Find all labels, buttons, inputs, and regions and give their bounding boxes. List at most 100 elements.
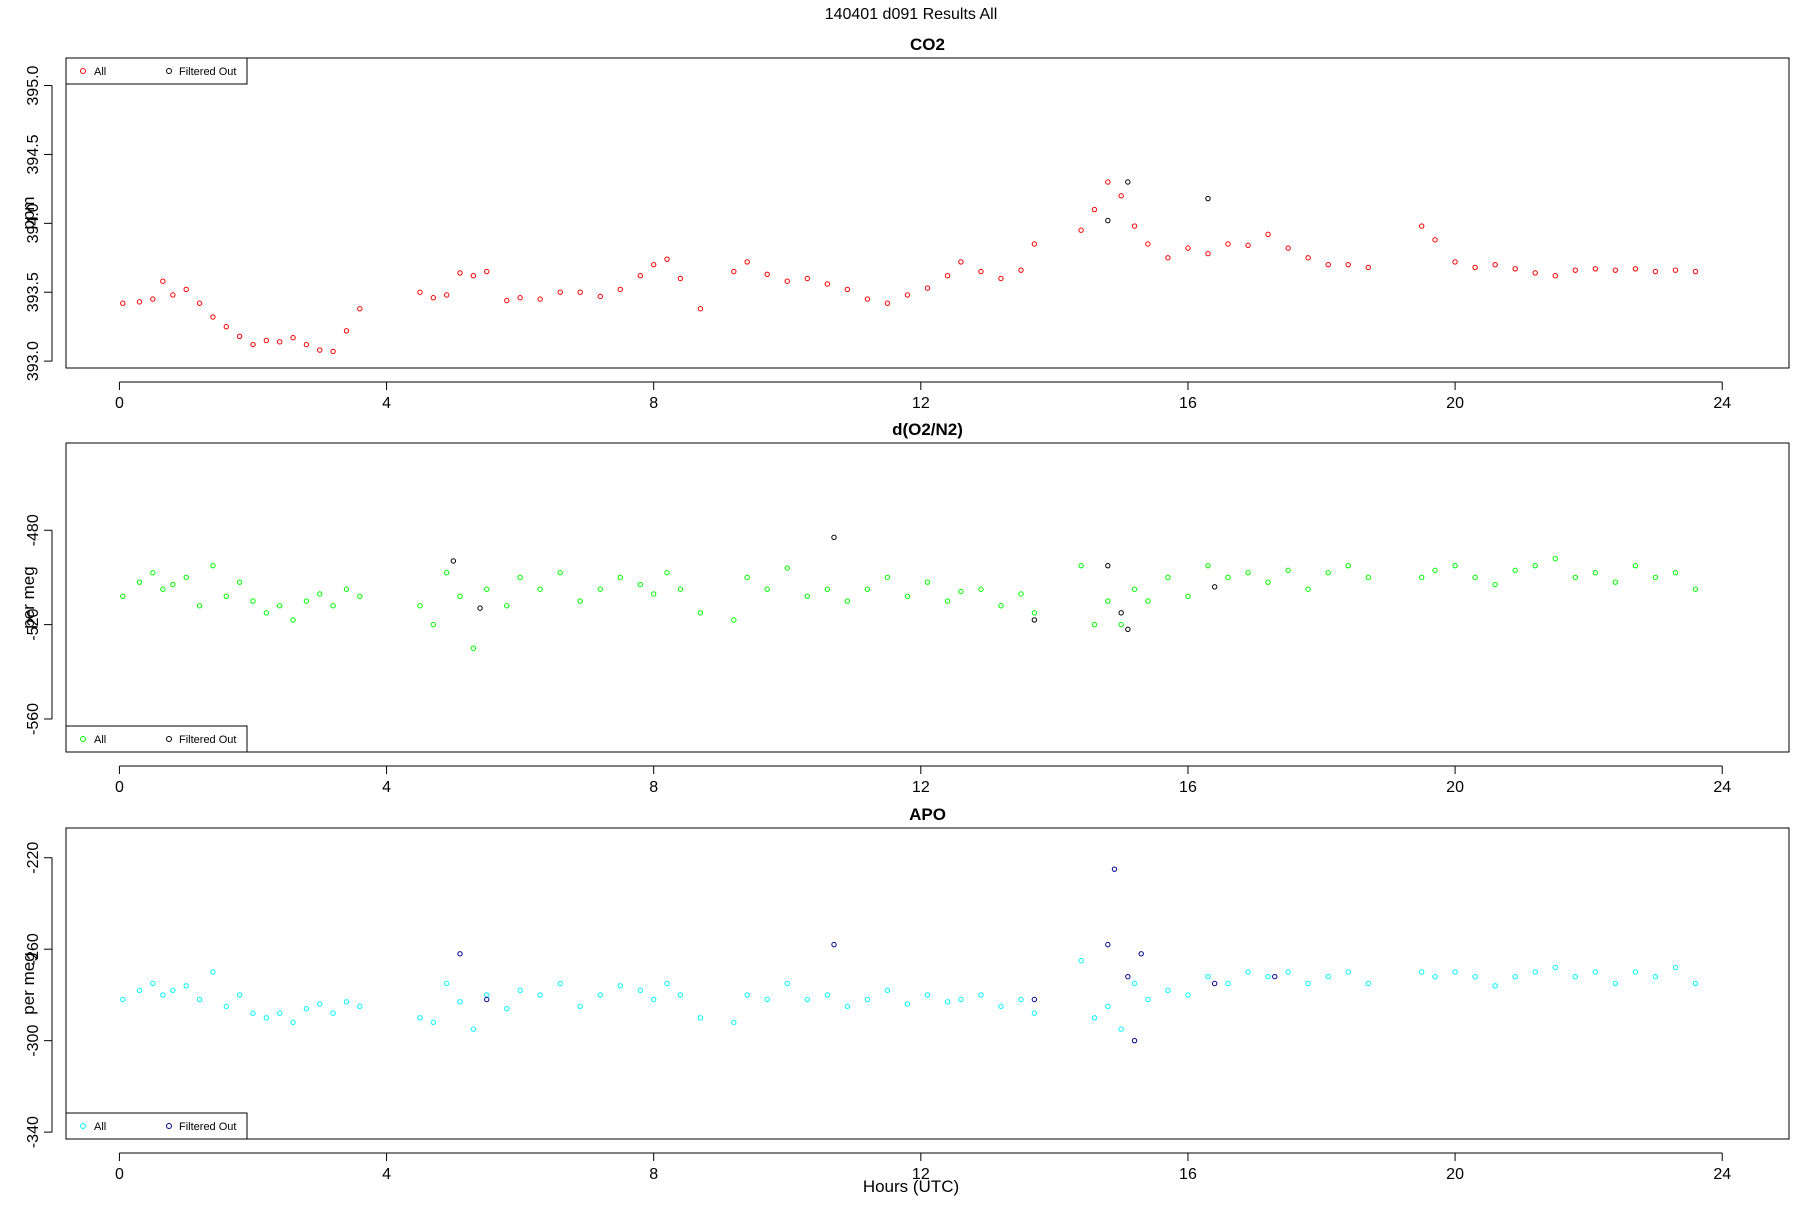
data-point — [537, 296, 543, 302]
data-point — [303, 341, 310, 348]
data-point — [170, 581, 176, 588]
data-point — [697, 306, 704, 312]
data-point — [277, 603, 283, 609]
data-point — [210, 314, 216, 320]
data-point — [330, 348, 336, 355]
data-point — [150, 570, 156, 576]
data-point — [417, 289, 423, 295]
y-axis-label: per meg — [19, 952, 38, 1014]
data-point — [470, 272, 477, 279]
data-point — [303, 598, 310, 604]
data-point — [357, 593, 363, 600]
data-point — [1185, 593, 1191, 600]
data-point — [343, 586, 350, 592]
y-axis-label: per meg — [19, 566, 38, 628]
data-point — [457, 593, 463, 600]
data-point — [784, 278, 790, 284]
data-point — [1672, 964, 1679, 971]
filtered-point — [1131, 1037, 1138, 1044]
data-point — [1532, 270, 1538, 276]
data-point — [170, 292, 176, 298]
x-tick-label: 24 — [1713, 1166, 1731, 1183]
data-point — [443, 292, 450, 298]
data-point — [637, 987, 644, 994]
data-point — [597, 992, 603, 998]
data-point — [864, 586, 871, 592]
data-point — [1652, 973, 1659, 980]
data-point — [1672, 267, 1679, 273]
data-point — [1572, 973, 1578, 980]
data-point — [263, 610, 270, 616]
data-point — [183, 574, 189, 581]
data-point — [263, 1015, 270, 1021]
data-point — [844, 598, 851, 604]
x-tick-label: 8 — [649, 395, 658, 412]
data-point — [1692, 268, 1699, 275]
x-tick-label: 4 — [382, 395, 391, 412]
data-point — [697, 610, 704, 616]
legend-label-filtered: Filtered Out — [179, 734, 236, 746]
data-point — [577, 289, 583, 295]
data-point — [978, 586, 984, 592]
data-point — [731, 268, 737, 275]
filtered-point — [831, 534, 837, 541]
data-point — [617, 574, 623, 581]
data-point — [1165, 255, 1171, 261]
data-point — [484, 586, 490, 592]
y-tick-label: 393.0 — [25, 341, 42, 381]
data-point — [664, 980, 670, 987]
data-point — [1285, 567, 1291, 574]
data-point — [650, 261, 657, 268]
data-point — [1612, 267, 1619, 273]
y-tick-label: -340 — [25, 1116, 42, 1148]
data-point — [1452, 259, 1458, 265]
data-point — [764, 586, 770, 592]
data-point — [443, 570, 450, 576]
data-point — [1225, 980, 1231, 987]
data-point — [731, 617, 737, 623]
x-tick-label: 24 — [1713, 779, 1731, 796]
data-point — [1105, 1003, 1111, 1010]
data-point — [223, 323, 229, 330]
filtered-point — [1211, 584, 1218, 590]
data-point — [617, 983, 623, 989]
data-point — [1592, 570, 1599, 576]
data-point — [1265, 231, 1271, 238]
data-point — [784, 565, 790, 571]
data-point — [884, 987, 891, 994]
data-point — [1512, 567, 1518, 574]
data-point — [744, 574, 750, 581]
data-point — [1492, 983, 1498, 989]
data-point — [1131, 586, 1138, 592]
legend: All Filtered Out — [65, 57, 248, 85]
data-point — [277, 339, 283, 345]
data-point — [731, 1019, 737, 1026]
legend-label-filtered: Filtered Out — [179, 66, 236, 78]
data-point — [236, 992, 243, 998]
y-tick-label: 394.0 — [25, 203, 42, 243]
filtered-point — [1118, 610, 1124, 616]
data-point — [597, 293, 603, 300]
data-point — [944, 272, 951, 279]
data-point — [1472, 264, 1478, 271]
data-point — [650, 996, 657, 1003]
filtered-point — [1105, 562, 1111, 569]
x-tick-label: 0 — [115, 1166, 124, 1183]
plot-frame — [65, 442, 1790, 753]
data-point — [196, 996, 203, 1003]
data-point — [183, 286, 189, 293]
data-point — [557, 980, 563, 987]
x-tick-label: 16 — [1179, 779, 1197, 796]
data-point — [1612, 980, 1619, 987]
data-point — [537, 586, 543, 592]
data-point — [557, 289, 563, 295]
data-point — [924, 285, 931, 291]
data-point — [417, 1015, 423, 1021]
data-point — [430, 1019, 437, 1026]
data-point — [470, 645, 477, 651]
data-point — [1165, 987, 1171, 994]
y-axis-label: ppm — [19, 196, 38, 229]
data-point — [1265, 973, 1271, 980]
data-point — [1632, 969, 1639, 975]
